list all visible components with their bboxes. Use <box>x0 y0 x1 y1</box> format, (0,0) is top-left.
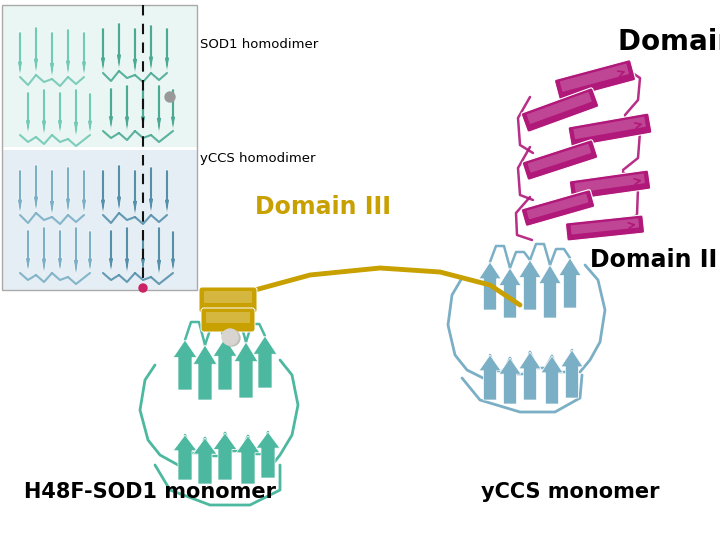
FancyBboxPatch shape <box>527 92 592 124</box>
FancyBboxPatch shape <box>522 140 598 180</box>
FancyBboxPatch shape <box>528 144 591 172</box>
FancyArrow shape <box>561 350 583 398</box>
FancyArrow shape <box>140 88 145 131</box>
FancyArrow shape <box>559 258 581 308</box>
FancyArrow shape <box>17 32 22 77</box>
FancyBboxPatch shape <box>527 194 588 219</box>
FancyBboxPatch shape <box>571 218 639 234</box>
FancyArrow shape <box>50 170 55 217</box>
FancyArrow shape <box>109 88 114 131</box>
FancyArrow shape <box>66 167 71 215</box>
Circle shape <box>139 284 147 292</box>
FancyArrow shape <box>25 92 30 135</box>
FancyArrow shape <box>499 268 521 318</box>
FancyArrow shape <box>25 230 30 273</box>
FancyArrow shape <box>100 170 106 215</box>
FancyArrow shape <box>50 32 55 79</box>
Circle shape <box>165 92 175 102</box>
FancyArrow shape <box>33 165 39 213</box>
FancyArrow shape <box>58 92 63 135</box>
FancyBboxPatch shape <box>575 174 645 193</box>
FancyArrow shape <box>164 170 170 215</box>
FancyArrow shape <box>33 27 39 75</box>
FancyArrow shape <box>73 227 78 277</box>
FancyArrow shape <box>171 89 176 131</box>
FancyArrow shape <box>17 170 22 215</box>
FancyArrow shape <box>148 25 153 73</box>
FancyArrow shape <box>58 230 63 273</box>
Text: yCCS homodimer: yCCS homodimer <box>200 152 315 165</box>
FancyArrow shape <box>81 32 86 77</box>
FancyArrow shape <box>479 355 501 400</box>
FancyArrow shape <box>253 336 277 388</box>
FancyArrow shape <box>173 435 197 480</box>
FancyArrow shape <box>109 230 114 273</box>
Bar <box>2 5 197 147</box>
FancyArrow shape <box>156 227 161 277</box>
FancyArrow shape <box>148 167 153 215</box>
FancyArrow shape <box>140 230 145 273</box>
Text: SOD1 homodimer: SOD1 homodimer <box>200 38 318 51</box>
FancyBboxPatch shape <box>521 190 595 226</box>
FancyArrow shape <box>125 227 130 275</box>
Circle shape <box>224 330 240 346</box>
FancyBboxPatch shape <box>565 215 644 241</box>
FancyArrow shape <box>173 340 197 390</box>
Text: H48F-SOD1 monomer: H48F-SOD1 monomer <box>24 482 276 502</box>
Text: Domain II: Domain II <box>590 248 717 272</box>
FancyArrow shape <box>87 231 93 273</box>
FancyArrow shape <box>125 85 130 133</box>
FancyArrow shape <box>479 262 501 310</box>
FancyArrow shape <box>132 28 138 75</box>
FancyArrow shape <box>213 338 237 390</box>
FancyArrow shape <box>66 29 71 77</box>
FancyArrow shape <box>42 227 47 275</box>
FancyArrow shape <box>519 352 541 400</box>
FancyBboxPatch shape <box>554 60 636 100</box>
FancyArrow shape <box>156 85 161 135</box>
FancyArrow shape <box>234 342 258 398</box>
FancyBboxPatch shape <box>570 170 651 200</box>
Circle shape <box>222 329 238 345</box>
FancyBboxPatch shape <box>201 308 255 332</box>
FancyBboxPatch shape <box>560 64 629 92</box>
Bar <box>2 150 197 290</box>
Text: Domain III: Domain III <box>255 195 391 219</box>
FancyArrow shape <box>499 358 521 404</box>
FancyArrow shape <box>193 345 217 400</box>
FancyBboxPatch shape <box>199 287 257 313</box>
FancyArrow shape <box>100 28 106 73</box>
FancyArrow shape <box>42 89 47 137</box>
FancyBboxPatch shape <box>573 117 646 139</box>
FancyArrow shape <box>539 265 561 318</box>
FancyArrow shape <box>132 170 138 217</box>
FancyArrow shape <box>193 438 217 484</box>
FancyArrow shape <box>73 89 78 139</box>
FancyBboxPatch shape <box>521 88 599 132</box>
FancyArrow shape <box>519 260 541 310</box>
FancyArrow shape <box>541 356 563 404</box>
FancyArrow shape <box>236 436 260 484</box>
FancyArrow shape <box>117 23 122 71</box>
Bar <box>2 5 197 290</box>
FancyArrow shape <box>164 28 170 73</box>
Text: Domain I: Domain I <box>618 28 720 56</box>
FancyBboxPatch shape <box>204 291 252 303</box>
FancyArrow shape <box>171 231 176 273</box>
FancyBboxPatch shape <box>568 113 652 147</box>
Text: yCCS monomer: yCCS monomer <box>481 482 660 502</box>
FancyArrow shape <box>117 165 122 213</box>
FancyArrow shape <box>256 432 280 478</box>
FancyBboxPatch shape <box>206 312 250 323</box>
FancyArrow shape <box>87 93 93 135</box>
FancyArrow shape <box>213 433 237 480</box>
FancyArrow shape <box>81 170 86 215</box>
